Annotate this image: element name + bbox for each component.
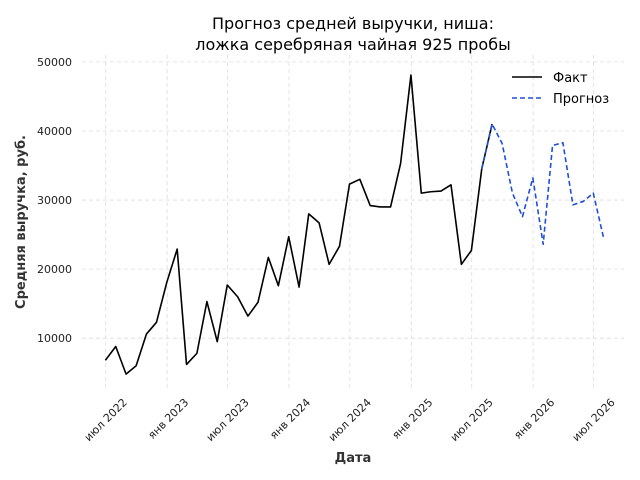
x-tick-label: янв 2023 [145,396,191,442]
legend: Факт Прогноз [512,71,609,107]
series-group [104,74,605,375]
x-tick-label: июл 2026 [570,396,618,444]
x-tick-label: июл 2022 [82,396,130,444]
grid [82,55,624,390]
x-tick-label: янв 2026 [511,396,557,442]
y-tick-label: 40000 [37,125,72,138]
x-axis-ticks: июл 2022 янв 2023 июл 2023 янв 2024 июл 2024… [82,396,618,444]
x-axis-label: Дата [335,451,372,466]
series-line-fact [104,74,493,375]
series-line-forecast [480,123,605,246]
y-tick-label: 30000 [37,194,72,207]
y-tick-label: 10000 [37,332,72,345]
chart-title-line2: ложка серебряная чайная 925 пробы [195,35,510,54]
y-axis-ticks: 10000 20000 30000 40000 50000 [37,56,72,345]
legend-label-fact: Факт [553,71,588,86]
chart-title-line1: Прогноз средней выручки, ниша: [212,14,494,33]
x-tick-label: янв 2024 [267,396,313,442]
y-tick-label: 20000 [37,263,72,276]
x-tick-label: июл 2025 [448,396,496,444]
x-tick-label: янв 2025 [390,396,436,442]
x-tick-label: июл 2024 [326,396,374,444]
x-tick-label: июл 2023 [204,396,252,444]
y-axis-label: Средняя выручка, руб. [14,135,29,309]
legend-label-forecast: Прогноз [553,92,609,107]
y-tick-label: 50000 [37,56,72,69]
